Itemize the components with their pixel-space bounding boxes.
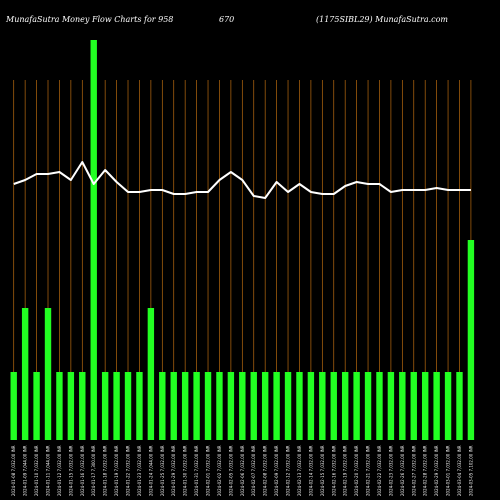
bar-24 [284, 372, 292, 440]
bar-18 [216, 372, 223, 440]
x-tick-label: 2024-01-25 7,032.00 INR [160, 445, 165, 496]
x-tick-label: 2024-01-30 7,032.00 INR [183, 445, 188, 496]
x-tick-label: 2024-03-01 7,032.00 INR [446, 445, 451, 496]
bar-22 [261, 372, 269, 440]
x-tick-labels: 2024-01-08 7,032.00 INR 2024-01-09 7,044.… [11, 445, 473, 496]
x-tick-label: 2024-01-18 7,032.00 INR [103, 445, 108, 496]
x-tick-label: 2024-01-16 7,032.00 INR [80, 445, 85, 496]
x-tick-label: 2024-02-20 7,032.00 INR [354, 445, 359, 496]
x-tick-label: 2024-02-13 7,032.00 INR [297, 445, 302, 496]
bar-11 [136, 372, 143, 440]
bar-12 [147, 308, 155, 440]
x-tick-label: 2024-01-24 7,044.00 INR [148, 445, 153, 496]
bar-29 [341, 372, 349, 440]
bar-30 [353, 372, 360, 440]
x-tick-label: 2024-01-15 7,032.00 INR [68, 445, 73, 496]
bar-37 [433, 372, 440, 440]
x-tick-label: 2024-01-10 7,032.00 INR [34, 445, 39, 496]
header-left: MunafaSutra Money Flow Charts for 958 [5, 15, 173, 24]
x-tick-label: 2024-02-05 7,032.00 INR [228, 445, 233, 496]
bar-17 [204, 372, 212, 440]
x-tick-label: 2024-03-04 7,032.00 INR [457, 445, 462, 496]
x-tick-label: 2024-01-17 7,300.00 INR [91, 445, 96, 496]
x-tick-label: 2024-02-16 7,032.00 INR [331, 445, 336, 496]
bar-28 [330, 372, 337, 440]
money-flow-line [13, 161, 471, 199]
bar-0 [10, 372, 17, 440]
x-tick-label: 2024-01-31 7,032.00 INR [194, 445, 199, 496]
bar-4 [56, 372, 63, 440]
x-tick-label: 2024-02-22 7,032.00 INR [377, 445, 382, 496]
bar-35 [410, 372, 417, 440]
bar-19 [227, 372, 235, 440]
x-tick-label: 2024-02-21 7,032.00 INR [366, 445, 371, 496]
x-tick-label: 2024-02-23 7,032.00 INR [388, 445, 393, 496]
x-tick-label: 2024-02-01 7,032.00 INR [206, 445, 211, 496]
bar-13 [159, 372, 166, 440]
bar-25 [296, 372, 303, 440]
x-tick-label: 2024-02-15 7,032.00 INR [320, 445, 325, 496]
bar-40 [467, 240, 475, 440]
x-tick-label: 2024-02-12 7,032.00 INR [286, 445, 291, 496]
x-tick-label: 2024-02-28 7,032.00 INR [423, 445, 428, 496]
bar-14 [170, 372, 177, 440]
bar-21 [250, 372, 257, 440]
x-tick-label: 2024-03-05 7,102.00 INR [468, 445, 473, 496]
x-tick-label: 2024-02-06 7,032.00 INR [240, 445, 245, 496]
x-tick-label: 2024-02-09 7,032.00 INR [274, 445, 279, 496]
bar-23 [273, 372, 280, 440]
x-tick-label: 2024-01-22 7,032.00 INR [126, 445, 131, 496]
bar-9 [113, 372, 120, 440]
bar-5 [67, 372, 75, 440]
bar-8 [101, 372, 109, 440]
money-flow-polyline [13, 161, 471, 199]
bar-15 [181, 372, 189, 440]
header-middle: 670 [219, 15, 234, 24]
bar-6 [79, 372, 86, 440]
x-tick-label: 2024-02-14 7,032.00 INR [308, 445, 313, 496]
bar-2 [33, 372, 40, 440]
x-tick-label: 2024-02-07 7,032.00 INR [251, 445, 256, 496]
x-tick-label: 2024-01-08 7,032.00 INR [11, 445, 16, 496]
bar-27 [319, 372, 326, 440]
x-tick-label: 2024-01-23 7,032.00 INR [137, 445, 142, 496]
bar-26 [307, 372, 315, 440]
bars [10, 40, 475, 440]
bar-32 [376, 372, 383, 440]
bar-34 [399, 372, 406, 440]
bar-20 [239, 372, 246, 440]
bar-36 [421, 372, 429, 440]
x-tick-label: 2024-02-08 7,032.00 INR [263, 445, 268, 496]
header-right: (1175SIBL29) MunafaSutra.com [316, 15, 448, 24]
x-tick-label: 2024-01-29 7,032.00 INR [171, 445, 176, 496]
bar-16 [193, 372, 200, 440]
bar-1 [21, 308, 29, 440]
x-tick-label: 2024-01-12 7,032.00 INR [57, 445, 62, 496]
x-tick-label: 2024-02-26 7,032.00 INR [400, 445, 405, 496]
bar-39 [456, 372, 463, 440]
bar-10 [124, 372, 132, 440]
bar-38 [444, 372, 452, 440]
bar-7 [90, 40, 97, 440]
x-tick-label: 2024-02-02 7,032.00 INR [217, 445, 222, 496]
x-tick-label: 2024-02-29 7,032.00 INR [434, 445, 439, 496]
bar-3 [44, 308, 52, 440]
x-tick-label: 2024-01-09 7,044.00 INR [23, 445, 28, 496]
x-tick-label: 2024-01-19 7,032.00 INR [114, 445, 119, 496]
bar-31 [364, 372, 372, 440]
bar-33 [387, 372, 395, 440]
x-tick-label: 2024-02-27 7,032.00 INR [411, 445, 416, 496]
x-tick-label: 2024-02-19 7,032.00 INR [343, 445, 348, 496]
x-tick-label: 2024-01-11 7,044.00 INR [46, 445, 51, 496]
